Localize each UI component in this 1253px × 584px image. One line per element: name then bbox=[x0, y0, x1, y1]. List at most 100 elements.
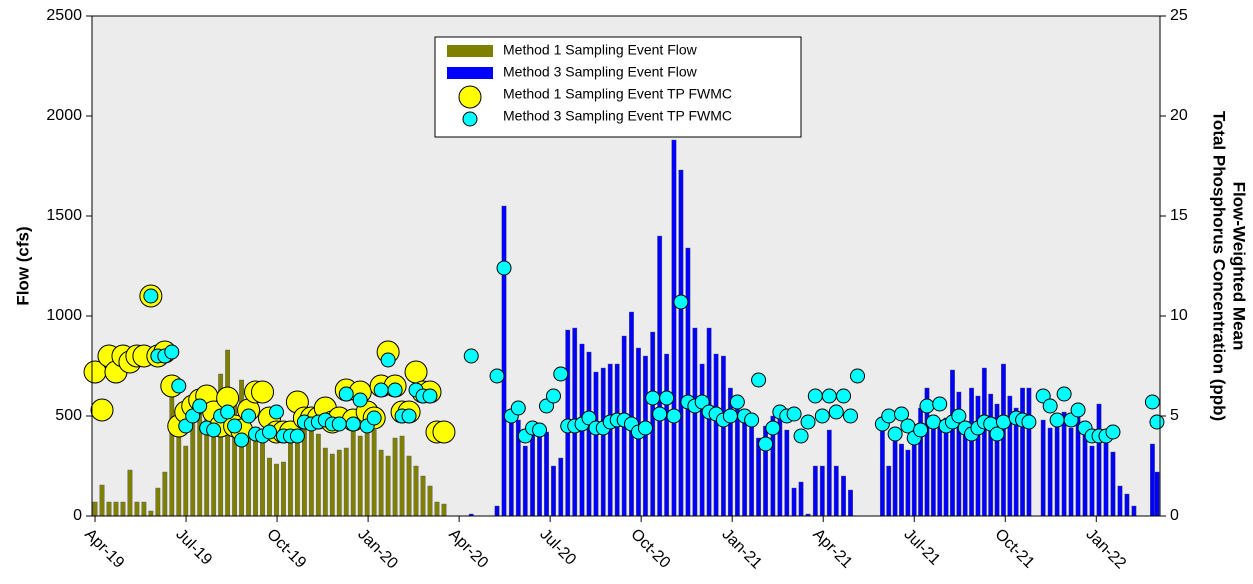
bar bbox=[988, 393, 994, 517]
point bbox=[234, 432, 250, 448]
y2-tick-label: 15 bbox=[1170, 207, 1188, 224]
y-tick-label: 2500 bbox=[46, 7, 82, 24]
legend-swatch bbox=[447, 67, 493, 79]
bar bbox=[819, 465, 825, 517]
point bbox=[800, 414, 816, 430]
point bbox=[1105, 424, 1121, 440]
point bbox=[422, 388, 438, 404]
bar bbox=[629, 311, 634, 517]
y-tick-label: 2000 bbox=[46, 107, 82, 124]
point bbox=[951, 408, 967, 424]
bar bbox=[1124, 493, 1130, 517]
bar bbox=[671, 139, 677, 517]
point bbox=[850, 368, 866, 384]
bar bbox=[586, 351, 592, 517]
bar bbox=[1150, 443, 1155, 517]
legend: Method 1 Sampling Event Flow Method 3 Sam… bbox=[434, 36, 802, 138]
bar bbox=[336, 449, 342, 517]
bar bbox=[260, 433, 265, 517]
point bbox=[331, 416, 347, 432]
bar bbox=[720, 355, 726, 517]
bar bbox=[981, 367, 987, 517]
bar bbox=[253, 439, 258, 517]
bar bbox=[329, 453, 335, 517]
bar bbox=[141, 501, 147, 517]
bar bbox=[92, 501, 98, 517]
bar bbox=[1040, 419, 1046, 517]
x-tick-label: Apr-19 bbox=[81, 526, 127, 572]
bar bbox=[508, 415, 514, 517]
point bbox=[206, 422, 222, 438]
x-tick-label: Oct-21 bbox=[991, 526, 1037, 572]
point bbox=[227, 418, 243, 434]
bar bbox=[1061, 411, 1067, 517]
point bbox=[932, 396, 948, 412]
point bbox=[143, 288, 159, 304]
bar bbox=[886, 465, 892, 517]
point bbox=[251, 380, 275, 404]
bar bbox=[127, 469, 133, 517]
bar bbox=[99, 484, 105, 517]
bar bbox=[169, 389, 175, 517]
bar bbox=[267, 457, 272, 517]
point bbox=[1042, 398, 1058, 414]
point bbox=[843, 408, 859, 424]
bar bbox=[1089, 445, 1095, 517]
point bbox=[261, 424, 277, 440]
point bbox=[553, 366, 569, 382]
x-tick-label: Jul-21 bbox=[900, 526, 943, 569]
bar bbox=[1026, 387, 1032, 517]
point bbox=[352, 392, 368, 408]
y2-tick-label: 0 bbox=[1170, 507, 1179, 524]
bar bbox=[420, 475, 426, 517]
bar bbox=[950, 369, 955, 517]
y-tick-label: 1500 bbox=[46, 207, 82, 224]
bar bbox=[791, 487, 797, 517]
point bbox=[510, 400, 526, 416]
point bbox=[881, 408, 897, 424]
bar bbox=[537, 431, 542, 517]
bar bbox=[664, 353, 670, 517]
bar bbox=[892, 435, 898, 517]
point bbox=[744, 412, 760, 428]
bar bbox=[274, 463, 279, 517]
bar bbox=[1068, 427, 1074, 517]
bar bbox=[322, 447, 328, 517]
point bbox=[1149, 414, 1165, 430]
bar bbox=[288, 435, 293, 517]
point bbox=[1049, 412, 1065, 428]
point bbox=[463, 348, 479, 364]
bar bbox=[969, 387, 974, 517]
bar bbox=[841, 475, 846, 517]
point bbox=[241, 408, 257, 424]
legend-swatch bbox=[458, 85, 482, 109]
x-tick-label: Jan-22 bbox=[1082, 526, 1129, 573]
y2-axis-title: Flow-Weighted Mean bbox=[1230, 182, 1249, 351]
bar bbox=[350, 427, 356, 517]
point bbox=[489, 368, 505, 384]
bar bbox=[1103, 435, 1109, 517]
bar bbox=[551, 465, 556, 517]
x-tick-label: Apr-20 bbox=[445, 526, 491, 572]
bar bbox=[593, 371, 599, 517]
bar bbox=[162, 471, 168, 517]
legend-swatch bbox=[447, 45, 493, 57]
bar bbox=[706, 327, 712, 517]
legend-box bbox=[434, 36, 802, 138]
bar bbox=[364, 425, 370, 517]
bar bbox=[678, 169, 684, 517]
point bbox=[793, 428, 809, 444]
point bbox=[532, 422, 548, 438]
point bbox=[268, 404, 284, 420]
bar bbox=[427, 485, 433, 517]
point bbox=[545, 388, 561, 404]
bar bbox=[1110, 451, 1116, 517]
bar bbox=[756, 437, 761, 517]
y2-tick-label: 20 bbox=[1170, 107, 1188, 124]
point bbox=[807, 388, 823, 404]
bar bbox=[657, 235, 663, 517]
x-tick-label: Jan-21 bbox=[718, 526, 765, 573]
bar bbox=[155, 487, 161, 517]
point bbox=[387, 382, 403, 398]
x-tick-label: Oct-20 bbox=[627, 526, 673, 572]
